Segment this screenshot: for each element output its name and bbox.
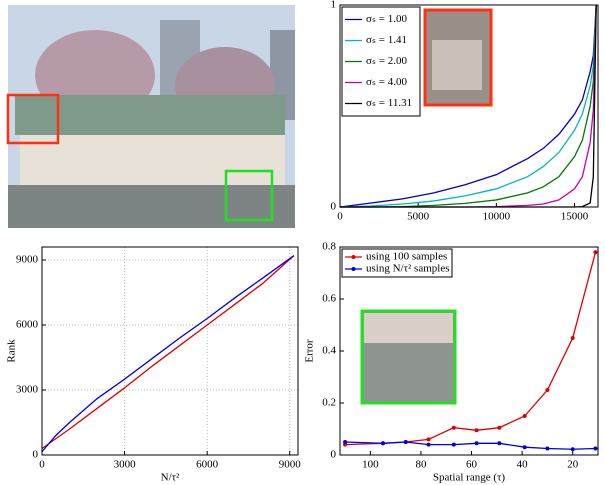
x-axis-label: N/τ² [161, 472, 180, 484]
data-point [474, 428, 479, 433]
data-point [593, 446, 598, 451]
y-tick-label: 0.8 [322, 241, 336, 253]
highlight-green [224, 169, 274, 222]
data-point [426, 437, 431, 442]
wall [20, 135, 285, 190]
inset-detail [364, 313, 453, 343]
x-tick-label: 3000 [114, 459, 137, 471]
series-line [339, 4, 597, 208]
sculptures [15, 95, 285, 135]
x-tick-label: 60 [466, 459, 478, 471]
y-tick-label: 0 [33, 449, 39, 461]
y-tick-label: 0 [331, 449, 337, 461]
y-tick-label: 0.2 [322, 397, 336, 409]
x-tick-label: 80 [415, 459, 427, 471]
data-point [545, 388, 550, 392]
axes-box [339, 246, 599, 456]
data-point [570, 336, 575, 340]
x-tick-label: 6000 [196, 459, 219, 471]
series-line [339, 4, 597, 208]
photo [6, 5, 295, 228]
data-point [451, 442, 456, 447]
y-axis-label: Error [304, 339, 316, 363]
data-point [343, 440, 348, 444]
legend-label: σₛ = 1.41 [366, 34, 407, 46]
axes-box [41, 246, 299, 456]
y-tick-label: 9000 [16, 254, 39, 266]
y-tick-label: 0.4 [322, 345, 336, 357]
series-line [41, 255, 295, 453]
data-point [593, 250, 598, 255]
x-tick-label: 15000 [561, 211, 589, 223]
data-point [497, 441, 502, 446]
x-tick-label: 100 [362, 459, 379, 471]
x-tick-label: 9000 [279, 459, 302, 471]
data-point [570, 447, 575, 452]
y-axis-label: Rank [6, 339, 18, 363]
x-tick-label: 20 [567, 459, 579, 471]
x-tick-label: 5000 [407, 211, 430, 223]
legend-marker [351, 267, 356, 271]
x-axis-label: Spatial range (τ) [433, 472, 506, 484]
data-point [545, 446, 550, 451]
insets [360, 8, 493, 405]
legend-label: σₛ = 2.00 [366, 55, 407, 67]
y-tick-label: 0.6 [322, 293, 336, 305]
x-tick-label: 0 [337, 211, 343, 223]
x-tick-label: 40 [517, 459, 529, 471]
y-tick-label: 1 [331, 0, 337, 11]
series-line [41, 255, 295, 450]
data-point [522, 414, 527, 418]
data-point [497, 425, 502, 430]
legend-marker [351, 255, 356, 259]
data-point [474, 441, 479, 446]
axes-box [339, 4, 599, 208]
highlight-red [6, 93, 60, 145]
base [8, 185, 295, 228]
x-tick-label: 10000 [483, 211, 511, 223]
y-tick-label: 6000 [16, 319, 39, 331]
plot-area [42, 247, 298, 455]
data-point [451, 425, 456, 430]
data-point [426, 442, 431, 447]
legend-box [341, 248, 453, 278]
legend-label: σₛ = 4.00 [366, 76, 407, 88]
inset-detail [432, 40, 482, 90]
data-point [403, 440, 408, 444]
legend-label: using 100 samples [366, 251, 447, 263]
y-tick-label: 0 [331, 201, 337, 213]
data-point [522, 445, 527, 450]
x-tick-label: 0 [39, 459, 45, 471]
legend-label: σₛ = 1.00 [366, 13, 407, 25]
data-point [381, 441, 385, 446]
legend-label: using N/τ² samples [366, 263, 450, 275]
legend-label: σₛ = 11.31 [366, 97, 412, 109]
y-tick-label: 3000 [16, 384, 39, 396]
